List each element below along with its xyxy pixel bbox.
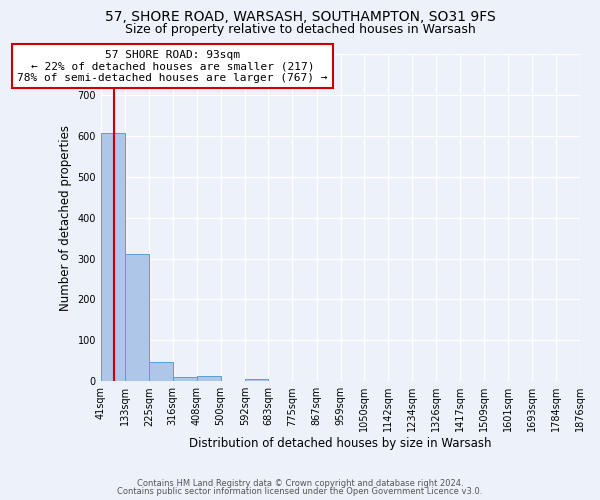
Bar bbox=[245, 379, 268, 381]
Y-axis label: Number of detached properties: Number of detached properties bbox=[59, 124, 72, 310]
Bar bbox=[149, 362, 173, 381]
Bar bbox=[197, 376, 221, 381]
Bar bbox=[173, 376, 197, 381]
Text: Contains public sector information licensed under the Open Government Licence v3: Contains public sector information licen… bbox=[118, 487, 482, 496]
Text: Size of property relative to detached houses in Warsash: Size of property relative to detached ho… bbox=[125, 22, 475, 36]
Bar bbox=[101, 133, 125, 381]
X-axis label: Distribution of detached houses by size in Warsash: Distribution of detached houses by size … bbox=[189, 437, 491, 450]
Text: 57 SHORE ROAD: 93sqm
← 22% of detached houses are smaller (217)
78% of semi-deta: 57 SHORE ROAD: 93sqm ← 22% of detached h… bbox=[17, 50, 328, 83]
Text: Contains HM Land Registry data © Crown copyright and database right 2024.: Contains HM Land Registry data © Crown c… bbox=[137, 478, 463, 488]
Bar bbox=[125, 254, 149, 381]
Text: 57, SHORE ROAD, WARSASH, SOUTHAMPTON, SO31 9FS: 57, SHORE ROAD, WARSASH, SOUTHAMPTON, SO… bbox=[104, 10, 496, 24]
